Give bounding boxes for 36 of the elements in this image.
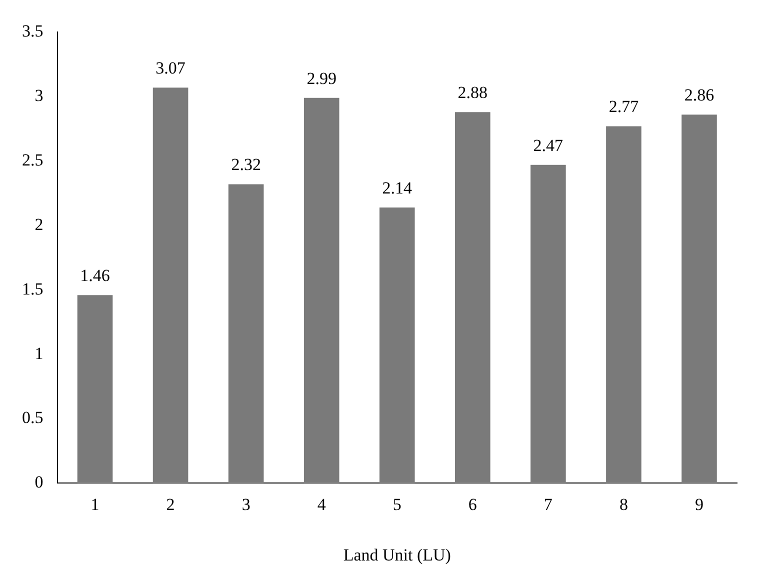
data-label: 2.88 (458, 83, 488, 102)
x-tick-label: 1 (90, 494, 100, 514)
x-tick-label: 2 (166, 494, 175, 514)
data-label: 1.46 (80, 266, 110, 286)
y-tick-label: 3 (34, 86, 44, 106)
y-tick-label: 3.5 (22, 22, 44, 41)
data-label: 2.77 (608, 97, 640, 116)
x-tick-label: 5 (392, 494, 402, 514)
y-tick-label: 1.5 (22, 279, 44, 298)
y-tick-label: 2.5 (22, 150, 44, 170)
data-label: 2.32 (231, 155, 261, 174)
y-tick-label: 0 (34, 472, 44, 492)
x-axis-title: Land Unit (LU) (343, 545, 451, 564)
y-tick-label: 1 (34, 344, 44, 363)
data-label: 3.07 (156, 58, 186, 78)
bar (379, 207, 415, 484)
x-tick-label: 7 (544, 494, 553, 514)
y-tick-label: 2 (34, 214, 44, 234)
x-tick-label: 3 (242, 494, 250, 514)
bar (682, 114, 717, 484)
data-label: 2.86 (684, 86, 714, 105)
data-label: 2.14 (382, 178, 412, 198)
bar (304, 98, 340, 484)
x-tick-label: 8 (619, 494, 628, 514)
x-tick-label: 4 (317, 494, 326, 514)
data-label: 2.99 (306, 68, 336, 88)
data-label: 2.47 (533, 136, 564, 155)
bar (152, 88, 188, 484)
x-tick-label: 9 (694, 494, 704, 514)
bar (455, 112, 490, 484)
bar (606, 126, 642, 484)
bar (530, 164, 566, 484)
y-tick-label: 0.5 (22, 408, 44, 428)
x-tick-label: 6 (468, 494, 477, 514)
bar (228, 184, 264, 484)
bar (77, 295, 113, 484)
